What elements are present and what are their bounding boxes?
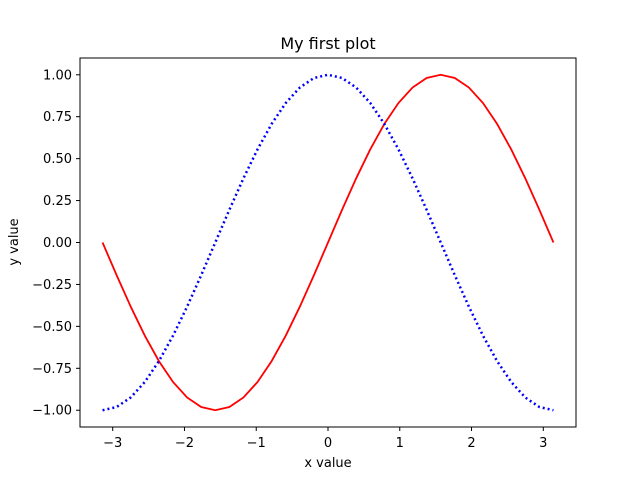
y-tick-label: 0.50: [43, 152, 72, 167]
y-axis-label: y value: [7, 218, 22, 265]
y-axis: −1.00 −0.75 −0.50 −0.25 0.00 0.25 0.50 0.75 1.00: [32, 68, 80, 419]
y-tick-label: 0.25: [43, 194, 72, 209]
x-tick-label: −3: [103, 436, 122, 451]
y-tick-label: 0.75: [43, 110, 72, 125]
series-line-1: [101, 73, 555, 412]
x-tick-label: 1: [396, 436, 404, 451]
x-axis-label: x value: [304, 456, 351, 471]
x-tick-label: −1: [247, 436, 266, 451]
x-tick-label: 0: [324, 436, 332, 451]
x-tick-label: 2: [467, 436, 475, 451]
y-tick-label: −0.25: [32, 278, 72, 293]
x-tick-label: 3: [539, 436, 547, 451]
y-tick-label: −0.50: [32, 320, 72, 335]
y-tick-label: 0.00: [43, 236, 72, 251]
y-tick-label: −0.75: [32, 362, 72, 377]
y-tick-label: −1.00: [32, 404, 72, 419]
y-tick-label: 1.00: [43, 68, 72, 83]
x-tick-label: −2: [175, 436, 194, 451]
chart-title: My first plot: [280, 34, 375, 53]
x-axis: −3 −2 −1 0 1 2 3: [103, 427, 547, 451]
series-layer: [101, 73, 555, 412]
